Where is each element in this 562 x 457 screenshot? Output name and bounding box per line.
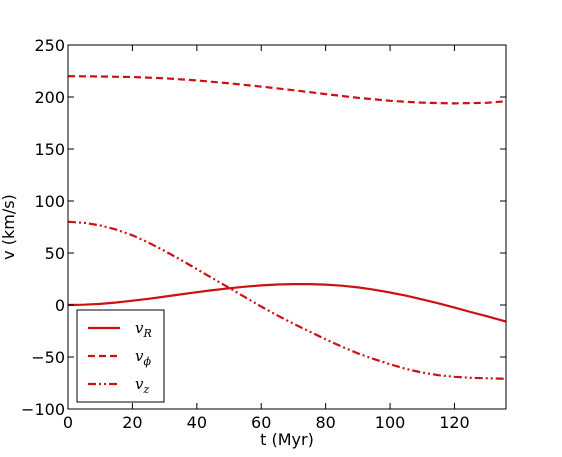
series-layer	[67, 75, 507, 380]
x-axis-label: t (Myr)	[260, 430, 314, 449]
y-tick-label: 250	[34, 36, 65, 55]
y-tick-label: −100	[21, 400, 65, 419]
tick-layer: 0 20 40 60 80 100 120 −100 −50 0 50 100 150 200 250	[21, 36, 506, 432]
x-tick-label: 120	[439, 413, 470, 432]
x-tick-label: 80	[315, 413, 335, 432]
legend-label: vϕ	[135, 347, 151, 368]
x-tick-label: 40	[187, 413, 207, 432]
y-tick-label: 100	[34, 192, 65, 211]
x-tick-label: 100	[375, 413, 406, 432]
y-tick-label: 50	[45, 244, 65, 263]
series-line-v-z	[67, 220, 507, 380]
x-tick-label: 0	[63, 413, 73, 432]
plot-frame	[67, 44, 507, 410]
legend-label: vz	[135, 375, 149, 396]
legend: vR vϕ vz	[76, 309, 165, 403]
series-line-v-r	[67, 283, 507, 323]
x-tick-label: 20	[122, 413, 142, 432]
y-tick-label: 200	[34, 88, 65, 107]
series-line-v-phi	[67, 75, 507, 105]
x-tick-label: 60	[251, 413, 271, 432]
y-tick-label: 150	[34, 140, 65, 159]
y-tick-label: 0	[55, 296, 65, 315]
legend-label: vR	[135, 319, 152, 340]
legend-entries: vR vϕ vz	[88, 319, 152, 396]
y-tick-label: −50	[31, 348, 65, 367]
y-axis-label: v (km/s)	[0, 194, 18, 260]
